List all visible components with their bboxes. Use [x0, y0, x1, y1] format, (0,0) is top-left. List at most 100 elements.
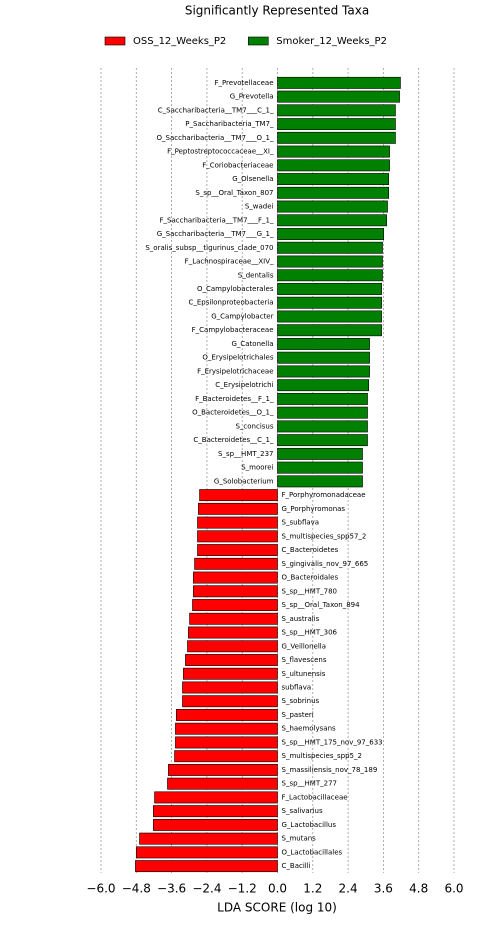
- category-label: F_Coriobacteriaceae: [202, 161, 273, 169]
- x-tick-label: −6.0: [86, 882, 115, 896]
- category-label: S_pasteri: [282, 711, 314, 719]
- category-label: G_Porphyromonas: [282, 505, 346, 513]
- category-label: S_salivarius: [282, 807, 323, 815]
- bar: [277, 228, 384, 240]
- bar: [139, 832, 278, 845]
- x-tick-label: 0.0: [268, 882, 287, 896]
- bar: [277, 104, 396, 117]
- category-label: C_Bacteroidetes: [282, 546, 339, 554]
- bar: [277, 159, 390, 172]
- category-label: S_australis: [282, 615, 320, 623]
- bar: [199, 489, 278, 502]
- category-label: S_haemolysans: [282, 725, 337, 733]
- category-label: G_Veillonella: [282, 642, 327, 650]
- category-label: O_Bacteroidales: [282, 574, 339, 582]
- category-label: O_Saccharibacteria__TM7___O_1_: [157, 134, 274, 142]
- category-label: G_Lactobacillus: [282, 821, 337, 829]
- category-label: S_massiliensis_nov_78_189: [282, 766, 378, 774]
- x-tick-label: −4.8: [122, 882, 151, 896]
- bar: [277, 324, 382, 337]
- bar: [277, 118, 396, 131]
- category-label: S_oralis_subsp__tigurinus_clade_070: [145, 244, 273, 252]
- bar: [194, 557, 278, 570]
- bar: [277, 186, 389, 199]
- category-label: S_sp__HMT_306: [282, 629, 338, 637]
- category-label: S_sp__HMT_237: [218, 450, 273, 458]
- category-label: G_Olsenella: [232, 175, 273, 183]
- category-label: G_Solobacterium: [214, 477, 274, 485]
- bar: [277, 131, 396, 144]
- bar: [174, 750, 278, 763]
- legend-swatch: [104, 36, 126, 46]
- category-label: F_Campylobacteraceae: [192, 326, 274, 334]
- bar: [192, 599, 278, 611]
- bar: [198, 502, 278, 515]
- x-tick-label: −1.2: [228, 882, 257, 896]
- category-label: S_sobrinus: [282, 697, 320, 705]
- category-label: O_Campylobacterales: [197, 285, 274, 293]
- category-label: C_Bacilli: [282, 862, 311, 870]
- category-label: S_sp__Oral_Taxon_807: [195, 189, 273, 197]
- bar: [277, 200, 388, 213]
- category-label: O_Bacteroidetes__O_1_: [192, 409, 274, 417]
- bar: [168, 764, 278, 776]
- bar: [277, 434, 368, 447]
- category-label: S_gingivalis_nov_97_665: [282, 560, 369, 568]
- bar: [197, 516, 278, 529]
- category-label: G_Catonella: [231, 340, 273, 348]
- x-tick-label: 1.2: [303, 882, 322, 896]
- category-label: F_Bacteroidetes__F_1_: [195, 395, 274, 403]
- category-label: F_Porphyromonadaceae: [282, 491, 366, 499]
- category-label: subflava: [282, 683, 312, 691]
- category-label: F_Lachnospiraceae__XIV_: [185, 258, 274, 266]
- category-label: S_sp__HMT_277: [282, 780, 337, 788]
- bar: [183, 667, 278, 680]
- category-label: S_sp__HMT_175_nov_97_633: [282, 738, 383, 746]
- bar: [277, 392, 368, 405]
- bar: [277, 283, 382, 295]
- bar: [277, 214, 387, 227]
- legend-swatch: [247, 36, 269, 46]
- category-label: S_multispecies_spp57_2: [282, 532, 367, 540]
- bar: [197, 544, 278, 557]
- category-label: S_ultunensis: [282, 670, 326, 678]
- bar: [277, 447, 363, 460]
- x-tick-label: −2.4: [192, 882, 221, 896]
- category-label: S_moorei: [241, 464, 273, 472]
- bar: [277, 379, 369, 392]
- category-label: F_Lactobacillaceae: [282, 793, 348, 801]
- bar: [197, 530, 278, 543]
- category-label: S_subflava: [282, 519, 320, 527]
- bar: [167, 777, 278, 790]
- bar: [277, 338, 370, 350]
- bar: [277, 420, 368, 433]
- category-label: F_Prevotellaceae: [214, 79, 273, 87]
- x-tick-label: 2.4: [339, 882, 358, 896]
- category-label: C_Saccharibacteria__TM7___C_1_: [158, 106, 274, 114]
- x-axis-label: LDA SCORE (log 10): [217, 901, 337, 915]
- bar: [175, 736, 278, 749]
- x-tick-label: 3.6: [374, 882, 393, 896]
- bar: [188, 626, 278, 639]
- legend-label: OSS_12_Weeks_P2: [133, 36, 226, 47]
- category-label: O_Lactobacillales: [282, 848, 343, 856]
- bar: [277, 296, 382, 309]
- bar: [277, 475, 363, 488]
- category-label: S_concisus: [235, 422, 273, 430]
- bar: [185, 654, 278, 666]
- bar: [193, 571, 278, 584]
- bar: [189, 612, 278, 625]
- x-tick-label: −3.6: [157, 882, 186, 896]
- category-label: S_sp__Oral_Taxon_894: [282, 601, 361, 609]
- bar: [277, 255, 383, 268]
- bar: [136, 846, 278, 859]
- bar: [153, 805, 278, 818]
- bar: [277, 90, 400, 103]
- bar: [153, 818, 278, 831]
- category-label: G_Prevotella: [230, 93, 274, 101]
- bar: [154, 791, 278, 804]
- category-label: P_Saccharibacteria_TM7_: [185, 120, 274, 128]
- category-label: C_Bacteroidetes__C_1_: [193, 436, 274, 444]
- bar: [182, 681, 278, 694]
- legend-label: Smoker_12_Weeks_P2: [276, 36, 387, 47]
